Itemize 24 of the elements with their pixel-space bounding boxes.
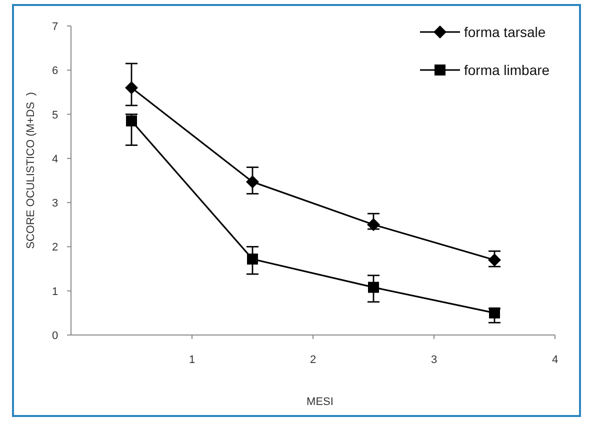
point xyxy=(246,175,259,188)
y-tick-label: 2 xyxy=(52,242,58,254)
y-tick-label: 7 xyxy=(52,21,58,33)
point xyxy=(126,115,137,126)
x-tick-label: 4 xyxy=(552,354,558,366)
y-tick-label: 3 xyxy=(52,198,58,210)
y-tick-label: 1 xyxy=(52,286,58,298)
x-tick-label: 1 xyxy=(188,354,196,366)
x-tick-label: 2 xyxy=(310,354,316,366)
point xyxy=(367,218,380,232)
point xyxy=(125,81,138,94)
x-axis-title: MESI xyxy=(306,396,334,408)
legend-label: forma tarsale xyxy=(464,24,546,40)
y-tick-label: 6 xyxy=(52,65,58,78)
y-tick-label: 4 xyxy=(52,153,58,166)
legend-label: forma limbare xyxy=(464,62,550,78)
y-axis-title: SCORE OCULISTICO (M+DS ) xyxy=(25,92,37,249)
point xyxy=(488,253,501,266)
point xyxy=(247,254,258,265)
y-tick-label: 0 xyxy=(52,330,58,342)
point xyxy=(489,307,500,318)
x-tick-label: 3 xyxy=(430,354,438,366)
y-tick-label: 5 xyxy=(52,109,58,122)
point xyxy=(368,282,379,293)
